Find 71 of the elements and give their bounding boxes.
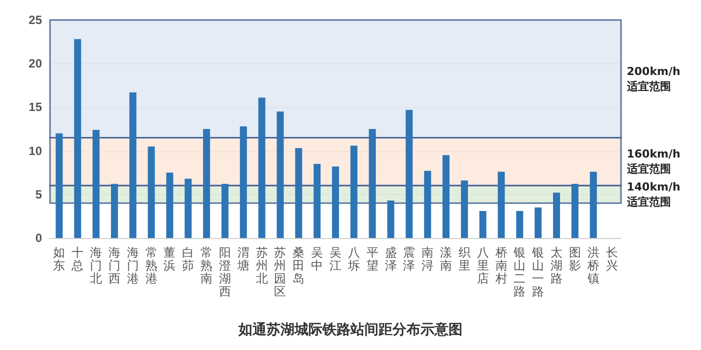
bar	[314, 164, 321, 238]
x-tick-label: 常熟港	[145, 246, 158, 286]
x-tick-label: 桥南村	[494, 246, 508, 286]
bar	[406, 110, 413, 238]
bar	[498, 172, 505, 238]
x-tick-label: 海门北	[90, 246, 102, 286]
bar	[590, 172, 597, 238]
bar	[516, 210, 524, 238]
x-tick-label: 长兴	[606, 246, 618, 272]
bar	[553, 192, 560, 238]
y-tick-label: 10	[28, 144, 42, 158]
x-tick-label: 图影	[568, 246, 581, 272]
x-tick-label: 常熟南	[200, 246, 213, 286]
bar	[56, 133, 63, 238]
bar	[203, 129, 210, 238]
bar	[258, 98, 266, 238]
bar	[148, 146, 155, 238]
x-tick-label: 太湖路	[550, 246, 563, 286]
bar	[571, 184, 578, 238]
x-tick-label: 银山二路	[512, 246, 526, 298]
x-tick-label: 银山一路	[531, 246, 544, 298]
x-tick-label: 十总	[70, 246, 84, 272]
x-tick-label: 阳澄湖西	[218, 246, 231, 298]
bar	[110, 184, 118, 238]
x-tick-label: 桑田岛	[292, 246, 305, 286]
bar	[184, 178, 192, 238]
x-tick-label: 吴江	[330, 246, 342, 272]
bar	[221, 184, 228, 238]
x-tick-label: 海门港	[126, 246, 139, 286]
y-tick-label: 25	[28, 13, 42, 27]
band-label: 200km/h 适宜范围	[626, 64, 680, 93]
bar	[479, 210, 486, 238]
bar	[129, 92, 136, 238]
bar	[460, 180, 468, 238]
x-tick-label: 海门西	[108, 246, 120, 286]
bar	[276, 112, 284, 238]
x-tick-label: 平望	[366, 246, 378, 272]
x-tick-label: 漾南	[440, 246, 452, 272]
x-tick-label: 八里店	[476, 246, 489, 286]
x-tick-label: 苏州园区	[274, 246, 286, 298]
bar	[442, 155, 450, 238]
bar	[295, 148, 302, 238]
x-tick-label: 八坼	[346, 246, 360, 272]
bar	[332, 166, 339, 238]
x-tick-label: 渭塘	[236, 246, 250, 272]
y-tick-label: 20	[28, 56, 42, 71]
y-tick-label: 15	[28, 100, 42, 114]
x-tick-label: 苏州北	[256, 246, 268, 286]
x-tick-label: 盛泽	[384, 246, 397, 272]
text: 如通苏湖城际铁路站间距分布示意图	[238, 321, 462, 338]
bar	[534, 207, 542, 238]
band-label: 140km/h 适宜范围	[626, 180, 680, 208]
bar	[166, 172, 174, 238]
bar	[368, 129, 376, 238]
bar	[424, 170, 432, 238]
bar	[387, 200, 394, 238]
x-tick-label: 白茆	[182, 246, 194, 272]
y-tick-label: 5	[35, 187, 42, 202]
x-tick-label: 南浔	[422, 246, 434, 272]
bar	[240, 126, 247, 238]
x-tick-label: 洪桥镇	[586, 246, 600, 286]
x-tick-label: 吴中	[311, 246, 324, 272]
bar	[350, 146, 358, 238]
x-tick-label: 董浜	[164, 246, 176, 272]
bar	[92, 130, 100, 238]
x-tick-label: 如东	[53, 246, 66, 272]
y-tick-label: 0	[35, 231, 42, 245]
x-tick-label: 震泽	[403, 246, 416, 272]
band-label: 160km/h 适宜范围	[626, 148, 680, 176]
bar	[74, 39, 82, 238]
x-tick-label: 织里	[458, 246, 470, 272]
